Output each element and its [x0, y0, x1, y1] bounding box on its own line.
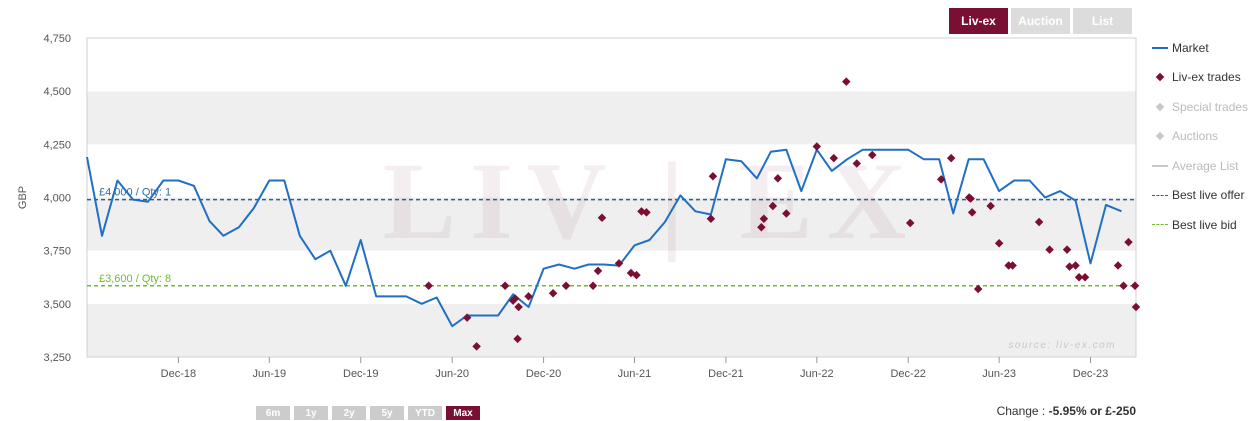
watermark: LIV | EX [383, 140, 921, 262]
x-tick-label: Dec-18 [161, 368, 196, 380]
trade-point [500, 281, 510, 290]
trade-point [514, 302, 523, 312]
y-tick-label: 3,250 [43, 352, 71, 364]
trade-point [472, 342, 481, 351]
reference-label: £3,600 / Qty: 8 [99, 273, 171, 285]
x-tick-label: Dec-23 [1073, 368, 1108, 380]
trade-point [1074, 273, 1084, 282]
range-6m-button[interactable]: 6m [256, 406, 290, 420]
legend-label: Average List [1172, 158, 1239, 173]
x-tick-label: Dec-19 [343, 368, 378, 380]
trade-point [1071, 261, 1080, 270]
plot-band [87, 197, 1136, 251]
trade-point [1119, 281, 1128, 290]
price-change: Change : -5.95% or £-250 [997, 404, 1136, 418]
tab-livex[interactable]: Liv-ex [949, 8, 1008, 34]
trade-point [1065, 262, 1074, 271]
diamond-icon [1150, 132, 1170, 141]
legend-item-special-trades[interactable]: Special trades [1150, 92, 1260, 122]
trade-point [424, 281, 433, 290]
market-line [86, 148, 1122, 328]
plot-band [87, 91, 1136, 145]
trade-point [1080, 273, 1090, 282]
trade-point [561, 281, 571, 290]
legend-label: Liv-ex trades [1172, 70, 1241, 85]
trade-point [973, 284, 983, 294]
y-tick-label: 4,750 [43, 33, 71, 45]
trade-point [1113, 261, 1123, 270]
trade-point [614, 259, 624, 268]
reference-label: £4,000 / Qty: 1 [99, 187, 171, 199]
x-tick-label: Jun-19 [253, 368, 287, 380]
x-tick-label: Dec-22 [890, 368, 925, 380]
legend-item-market[interactable]: Market [1150, 33, 1260, 63]
range-selector: 6m 1y 2y 5y YTD Max [256, 406, 480, 420]
legend-item-best-live-offer[interactable]: Best live offer [1150, 181, 1260, 211]
plot-band [87, 38, 1136, 92]
legend-label: Market [1172, 40, 1209, 55]
x-tick-label: Jun-20 [435, 368, 469, 380]
source-tabs: Liv-ex Auction List [949, 8, 1132, 34]
chart-legend: Market Liv-ex trades Special trades Auct… [1150, 33, 1260, 240]
plot-band [87, 250, 1136, 304]
trade-point [513, 334, 522, 344]
diamond-icon [1150, 102, 1170, 111]
diamond-icon [1150, 73, 1170, 82]
x-tick-label: Dec-20 [526, 368, 561, 380]
trade-point [510, 294, 520, 303]
y-tick-label: 3,500 [43, 299, 71, 311]
x-tick-label: Jun-23 [982, 368, 1016, 380]
dashed-line-icon [1150, 194, 1170, 196]
legend-label: Best live offer [1172, 188, 1245, 203]
trade-point [588, 281, 598, 290]
legend-item-best-live-bid[interactable]: Best live bid [1150, 210, 1260, 240]
range-2y-button[interactable]: 2y [332, 406, 366, 420]
legend-label: Auctions [1172, 129, 1219, 144]
tab-list[interactable]: List [1073, 8, 1132, 34]
range-max-button[interactable]: Max [446, 406, 480, 420]
dashed-line-icon [1150, 224, 1170, 226]
change-value: -5.95% or £-250 [1048, 404, 1136, 418]
plot-border [86, 37, 1137, 358]
line-icon [1150, 164, 1170, 167]
legend-item-livex-trades[interactable]: Liv-ex trades [1150, 63, 1260, 93]
trade-point [548, 288, 558, 298]
y-axis-label: GBP [17, 186, 29, 209]
line-icon [1150, 46, 1170, 49]
legend-label: Special trades [1172, 99, 1249, 114]
trade-point [632, 270, 641, 280]
source-label: source: liv-ex.com [1008, 340, 1116, 351]
x-tick-label: Jun-22 [800, 368, 834, 380]
trade-point [1130, 281, 1140, 290]
legend-item-auctions[interactable]: Auctions [1150, 122, 1260, 152]
legend-item-average-list[interactable]: Average List [1150, 151, 1260, 181]
x-tick-label: Dec-21 [708, 368, 743, 380]
legend-label: Best live bid [1172, 217, 1237, 232]
range-1y-button[interactable]: 1y [294, 406, 328, 420]
trade-point [1008, 261, 1017, 270]
trade-point [462, 313, 472, 322]
change-label: Change : [996, 404, 1046, 418]
tab-auction[interactable]: Auction [1011, 8, 1070, 34]
range-5y-button[interactable]: 5y [370, 406, 404, 420]
trade-point [593, 266, 603, 276]
y-tick-label: 3,750 [43, 246, 71, 258]
y-tick-label: 4,250 [43, 139, 71, 151]
x-tick-label: Jun-21 [618, 368, 652, 380]
y-tick-label: 4,500 [43, 86, 71, 98]
plot-band [87, 303, 1136, 357]
range-ytd-button[interactable]: YTD [408, 406, 442, 420]
y-tick-label: 4,000 [43, 193, 71, 205]
trade-point [1131, 302, 1141, 312]
trade-point [524, 292, 533, 301]
